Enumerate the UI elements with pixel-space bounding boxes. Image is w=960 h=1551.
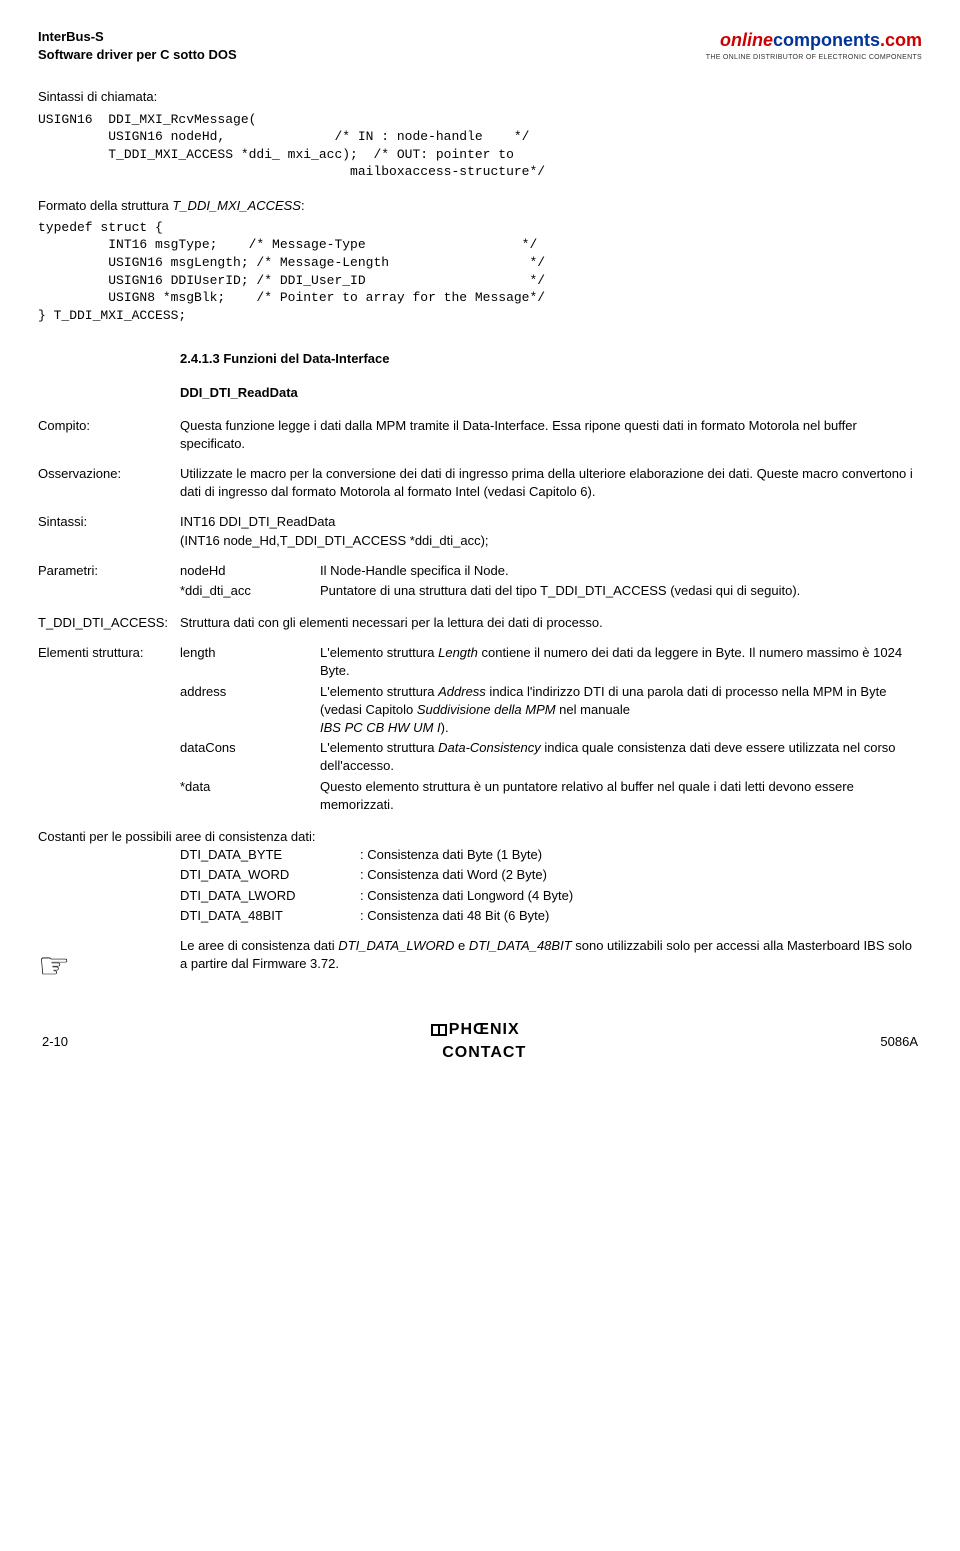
const2-name: DTI_DATA_WORD (180, 866, 360, 884)
subsection-number: 2.4.1.3 Funzioni del Data-Interface (180, 350, 922, 368)
footer-logo: PHŒNIX CONTACT (422, 1019, 526, 1064)
syntax-block: Sintassi di chiamata: USIGN16 DDI_MXI_Rc… (38, 88, 922, 180)
struct-label-suffix: : (301, 198, 305, 213)
parametri-row: Parametri: nodeHd Il Node-Handle specifi… (38, 562, 922, 602)
sintassi-line1: INT16 DDI_DTI_ReadData (180, 513, 922, 531)
param-ddi-desc: Puntatore di una struttura dati del tipo… (320, 582, 922, 600)
pointing-hand-icon: ☞ (38, 941, 70, 991)
osservazione-label: Osservazione: (38, 465, 180, 501)
const1-name: DTI_DATA_BYTE (180, 846, 360, 864)
logo-online: online (720, 30, 773, 50)
param-ddi: *ddi_dti_acc (180, 582, 320, 600)
footer-code: 5086A (880, 1033, 918, 1051)
elementi-row: Elementi struttura: length L'elemento st… (38, 644, 922, 816)
sintassi-label: Sintassi: (38, 513, 180, 549)
struct-label: Formato della struttura T_DDI_MXI_ACCESS… (38, 197, 922, 215)
struct-label-prefix: Formato della struttura (38, 198, 172, 213)
elem-length-desc: L'elemento struttura Length contiene il … (320, 644, 922, 680)
tddi-row: T_DDI_DTI_ACCESS: Struttura dati con gli… (38, 614, 922, 632)
struct-label-name: T_DDI_MXI_ACCESS (172, 198, 301, 213)
syntax-label: Sintassi di chiamata: (38, 88, 922, 106)
header-title: InterBus-S Software driver per C sotto D… (38, 28, 237, 64)
struct-code: typedef struct { INT16 msgType; /* Messa… (38, 219, 922, 324)
compito-label: Compito: (38, 417, 180, 453)
footer-page-number: 2-10 (42, 1033, 68, 1051)
header-title-line2: Software driver per C sotto DOS (38, 46, 237, 64)
note-text: Le aree di consistenza dati DTI_DATA_LWO… (180, 937, 922, 991)
subsection-header: 2.4.1.3 Funzioni del Data-Interface DDI_… (180, 350, 922, 402)
elem-dataCons-name: dataCons (180, 739, 320, 775)
elem-address-desc: L'elemento struttura Address indica l'in… (320, 683, 922, 738)
page-header: InterBus-S Software driver per C sotto D… (38, 28, 922, 64)
footer-brand1: PHŒNIX (449, 1021, 520, 1038)
compito-row: Compito: Questa funzione legge i dati da… (38, 417, 922, 453)
parametri-label: Parametri: (38, 562, 180, 602)
const4-desc: : Consistenza dati 48 Bit (6 Byte) (360, 907, 549, 925)
constants-block: Costanti per le possibili aree di consis… (38, 828, 922, 925)
page-footer: 2-10 PHŒNIX CONTACT 5086A (38, 1019, 922, 1064)
sintassi-line2: (INT16 node_Hd,T_DDI_DTI_ACCESS *ddi_dti… (180, 532, 922, 550)
logo-com: .com (880, 30, 922, 50)
const3-name: DTI_DATA_LWORD (180, 887, 360, 905)
const4-name: DTI_DATA_48BIT (180, 907, 360, 925)
phoenix-icon (429, 1022, 449, 1038)
osservazione-row: Osservazione: Utilizzate le macro per la… (38, 465, 922, 501)
elementi-body: length L'elemento struttura Length conti… (180, 644, 922, 816)
constants-label: Costanti per le possibili aree di consis… (38, 828, 922, 846)
osservazione-text: Utilizzate le macro per la conversione d… (180, 465, 922, 501)
footer-brand2: CONTACT (442, 1042, 526, 1064)
sintassi-body: INT16 DDI_DTI_ReadData (INT16 node_Hd,T_… (180, 513, 922, 549)
tddi-label: T_DDI_DTI_ACCESS: (38, 614, 180, 632)
parametri-body: nodeHd Il Node-Handle specifica il Node.… (180, 562, 922, 602)
elementi-label: Elementi struttura: (38, 644, 180, 816)
const2-desc: : Consistenza dati Word (2 Byte) (360, 866, 547, 884)
struct-block: Formato della struttura T_DDI_MXI_ACCESS… (38, 197, 922, 324)
elem-dataCons-desc: L'elemento struttura Data-Consistency in… (320, 739, 922, 775)
header-logo: onlinecomponents.com THE ONLINE DISTRIBU… (706, 28, 922, 63)
const3-desc: : Consistenza dati Longword (4 Byte) (360, 887, 573, 905)
compito-text: Questa funzione legge i dati dalla MPM t… (180, 417, 922, 453)
elem-length-name: length (180, 644, 320, 680)
const1-desc: : Consistenza dati Byte (1 Byte) (360, 846, 542, 864)
logo-components: components (773, 30, 880, 50)
param-nodeHd-desc: Il Node-Handle specifica il Node. (320, 562, 922, 580)
param-nodeHd: nodeHd (180, 562, 320, 580)
tddi-text: Struttura dati con gli elementi necessar… (180, 614, 922, 632)
logo-subtitle: THE ONLINE DISTRIBUTOR OF ELECTRONIC COM… (706, 53, 922, 63)
logo-text: onlinecomponents.com (706, 28, 922, 53)
elem-data-name: *data (180, 778, 320, 814)
header-title-line1: InterBus-S (38, 28, 237, 46)
sintassi-row: Sintassi: INT16 DDI_DTI_ReadData (INT16 … (38, 513, 922, 549)
syntax-code: USIGN16 DDI_MXI_RcvMessage( USIGN16 node… (38, 111, 922, 181)
elem-data-desc: Questo elemento struttura è un puntatore… (320, 778, 922, 814)
elem-address-name: address (180, 683, 320, 738)
note-row: ☞ Le aree di consistenza dati DTI_DATA_L… (38, 937, 922, 991)
function-name: DDI_DTI_ReadData (180, 384, 922, 402)
